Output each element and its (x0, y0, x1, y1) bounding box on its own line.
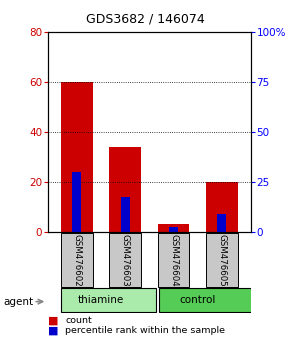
Text: ■: ■ (48, 315, 58, 325)
Text: percentile rank within the sample: percentile rank within the sample (65, 326, 225, 336)
FancyBboxPatch shape (61, 233, 93, 287)
Bar (121, 197, 130, 232)
Bar (169, 227, 178, 232)
Text: GSM476604: GSM476604 (169, 234, 178, 287)
FancyBboxPatch shape (206, 233, 238, 287)
Bar (72, 172, 81, 232)
Text: GSM476602: GSM476602 (72, 234, 81, 287)
FancyBboxPatch shape (61, 288, 156, 312)
Text: thiamine: thiamine (78, 295, 124, 305)
FancyBboxPatch shape (158, 233, 189, 287)
Bar (110, 147, 141, 232)
Text: GDS3682 / 146074: GDS3682 / 146074 (86, 12, 204, 25)
Text: GSM476605: GSM476605 (217, 234, 226, 287)
Text: GSM476603: GSM476603 (121, 234, 130, 287)
Bar (218, 215, 226, 232)
FancyBboxPatch shape (110, 233, 141, 287)
Text: ■: ■ (48, 326, 58, 336)
Text: agent: agent (3, 297, 33, 307)
Bar (206, 182, 238, 232)
Bar (158, 224, 189, 232)
Bar (61, 82, 93, 232)
FancyBboxPatch shape (159, 288, 253, 312)
Text: control: control (180, 295, 216, 305)
Text: count: count (65, 316, 92, 325)
